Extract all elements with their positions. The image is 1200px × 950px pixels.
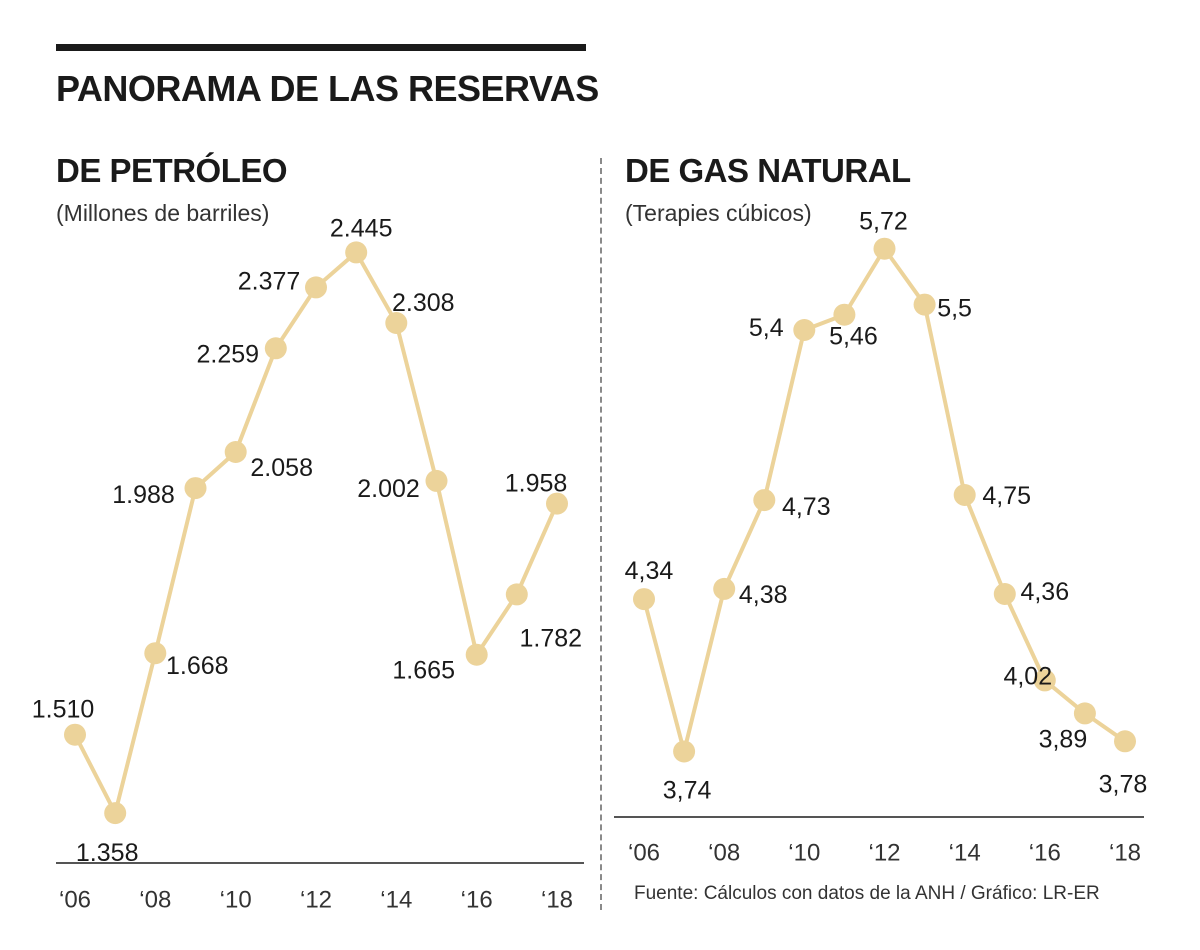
gas-value-label-2008: 4,38 (739, 581, 788, 609)
gas-x-tick-label: ‘08 (708, 840, 740, 867)
gas-value-label-2015: 4,36 (1020, 578, 1069, 606)
oil-value-label-2006: 1.510 (32, 696, 95, 724)
oil-point-2017 (505, 583, 528, 606)
title-rule (56, 44, 586, 51)
gas-point-2016 (1033, 669, 1056, 692)
gas-unit-label: (Terapies cúbicos) (625, 200, 812, 226)
gas-point-2009 (753, 489, 776, 512)
oil-value-label-2010: 2.058 (250, 454, 313, 482)
gas-panel-title: DE GAS NATURAL (625, 152, 911, 189)
gas-x-tick-label: ‘14 (949, 840, 981, 867)
oil-x-tick-label: ‘12 (300, 887, 332, 914)
gas-x-axis-line (614, 816, 1144, 818)
oil-x-axis-line (56, 862, 584, 864)
oil-point-2008 (144, 642, 167, 665)
panel-divider (600, 158, 602, 910)
gas-point-2006 (633, 588, 655, 611)
gas-value-label-2018: 3,78 (1099, 770, 1148, 798)
oil-x-tick-label: ‘16 (461, 887, 493, 914)
gas-x-tick-label: ‘10 (788, 840, 820, 867)
oil-point-2016 (465, 643, 488, 666)
oil-x-tick-label: ‘18 (541, 887, 573, 914)
oil-point-2013 (345, 241, 368, 264)
oil-panel-title: DE PETRÓLEO (56, 152, 288, 189)
gas-x-tick-label: ‘16 (1029, 840, 1061, 867)
oil-value-label-2018: 1.958 (505, 470, 568, 498)
gas-x-tick-label: ‘18 (1109, 840, 1141, 867)
gas-point-2012 (873, 237, 896, 260)
main-title: PANORAMA DE LAS RESERVAS (56, 68, 599, 109)
oil-value-label-2016: 1.665 (392, 657, 455, 685)
gas-point-2011 (833, 303, 856, 326)
oil-point-2015 (425, 469, 448, 492)
gas-point-2007 (673, 740, 696, 763)
oil-value-label-2009: 1.988 (112, 481, 175, 509)
gas-value-label-2007: 3,74 (663, 777, 712, 805)
gas-value-label-2016: 4,02 (1003, 662, 1052, 690)
gas-point-2015 (993, 583, 1016, 605)
oil-value-label-2017: 1.782 (520, 624, 583, 652)
oil-point-2012 (305, 276, 327, 299)
oil-point-2006 (64, 723, 86, 746)
gas-value-label-2010: 5,4 (749, 314, 784, 342)
oil-point-2009 (184, 477, 207, 500)
gas-x-tick-label: ‘12 (868, 840, 900, 867)
oil-value-label-2013: 2.445 (330, 214, 393, 242)
gas-x-tick-label: ‘06 (628, 840, 660, 867)
oil-x-tick-label: ‘14 (380, 887, 412, 914)
gas-value-label-2013: 5,5 (937, 295, 972, 323)
gas-value-label-2012: 5,72 (859, 208, 908, 236)
oil-point-2007 (104, 802, 127, 825)
oil-value-label-2014: 2.308 (392, 289, 455, 317)
gas-point-2013 (913, 293, 936, 316)
oil-x-tick-label: ‘06 (59, 887, 91, 914)
oil-point-2011 (264, 337, 287, 360)
oil-point-2010 (224, 441, 247, 463)
oil-x-tick-label: ‘10 (220, 887, 252, 914)
gas-value-label-2011: 5,46 (829, 323, 878, 351)
oil-x-tick-label: ‘08 (139, 887, 171, 914)
source-note: Fuente: Cálculos con datos de la ANH / G… (634, 883, 1100, 904)
gas-value-label-2006: 4,34 (625, 557, 674, 585)
oil-value-label-2011: 2.259 (197, 340, 260, 368)
oil-series-line (73, 250, 559, 816)
oil-unit-label: (Millones de barriles) (56, 200, 270, 226)
gas-point-2018 (1114, 730, 1136, 753)
oil-value-label-2015: 2.002 (357, 475, 420, 503)
gas-value-label-2014: 4,75 (982, 482, 1031, 510)
gas-point-2008 (713, 577, 736, 600)
gas-point-2017 (1073, 702, 1096, 725)
gas-value-label-2009: 4,73 (782, 493, 831, 521)
gas-value-label-2017: 3,89 (1039, 725, 1088, 753)
gas-point-2010 (793, 319, 816, 341)
oil-point-2018 (546, 492, 568, 515)
gas-point-2014 (953, 484, 976, 506)
oil-value-label-2007: 1.358 (76, 839, 139, 867)
oil-value-label-2012: 2.377 (238, 267, 301, 295)
oil-point-2014 (385, 312, 408, 334)
oil-value-label-2008: 1.668 (166, 652, 229, 680)
